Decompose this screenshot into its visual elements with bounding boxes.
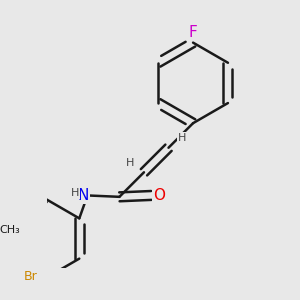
Text: H: H [71,188,79,198]
Text: H: H [126,158,134,168]
Text: Br: Br [24,270,38,283]
Text: O: O [153,188,165,203]
Text: F: F [189,25,197,40]
Text: N: N [77,188,89,203]
Text: H: H [178,133,187,143]
Text: CH₃: CH₃ [0,225,20,235]
